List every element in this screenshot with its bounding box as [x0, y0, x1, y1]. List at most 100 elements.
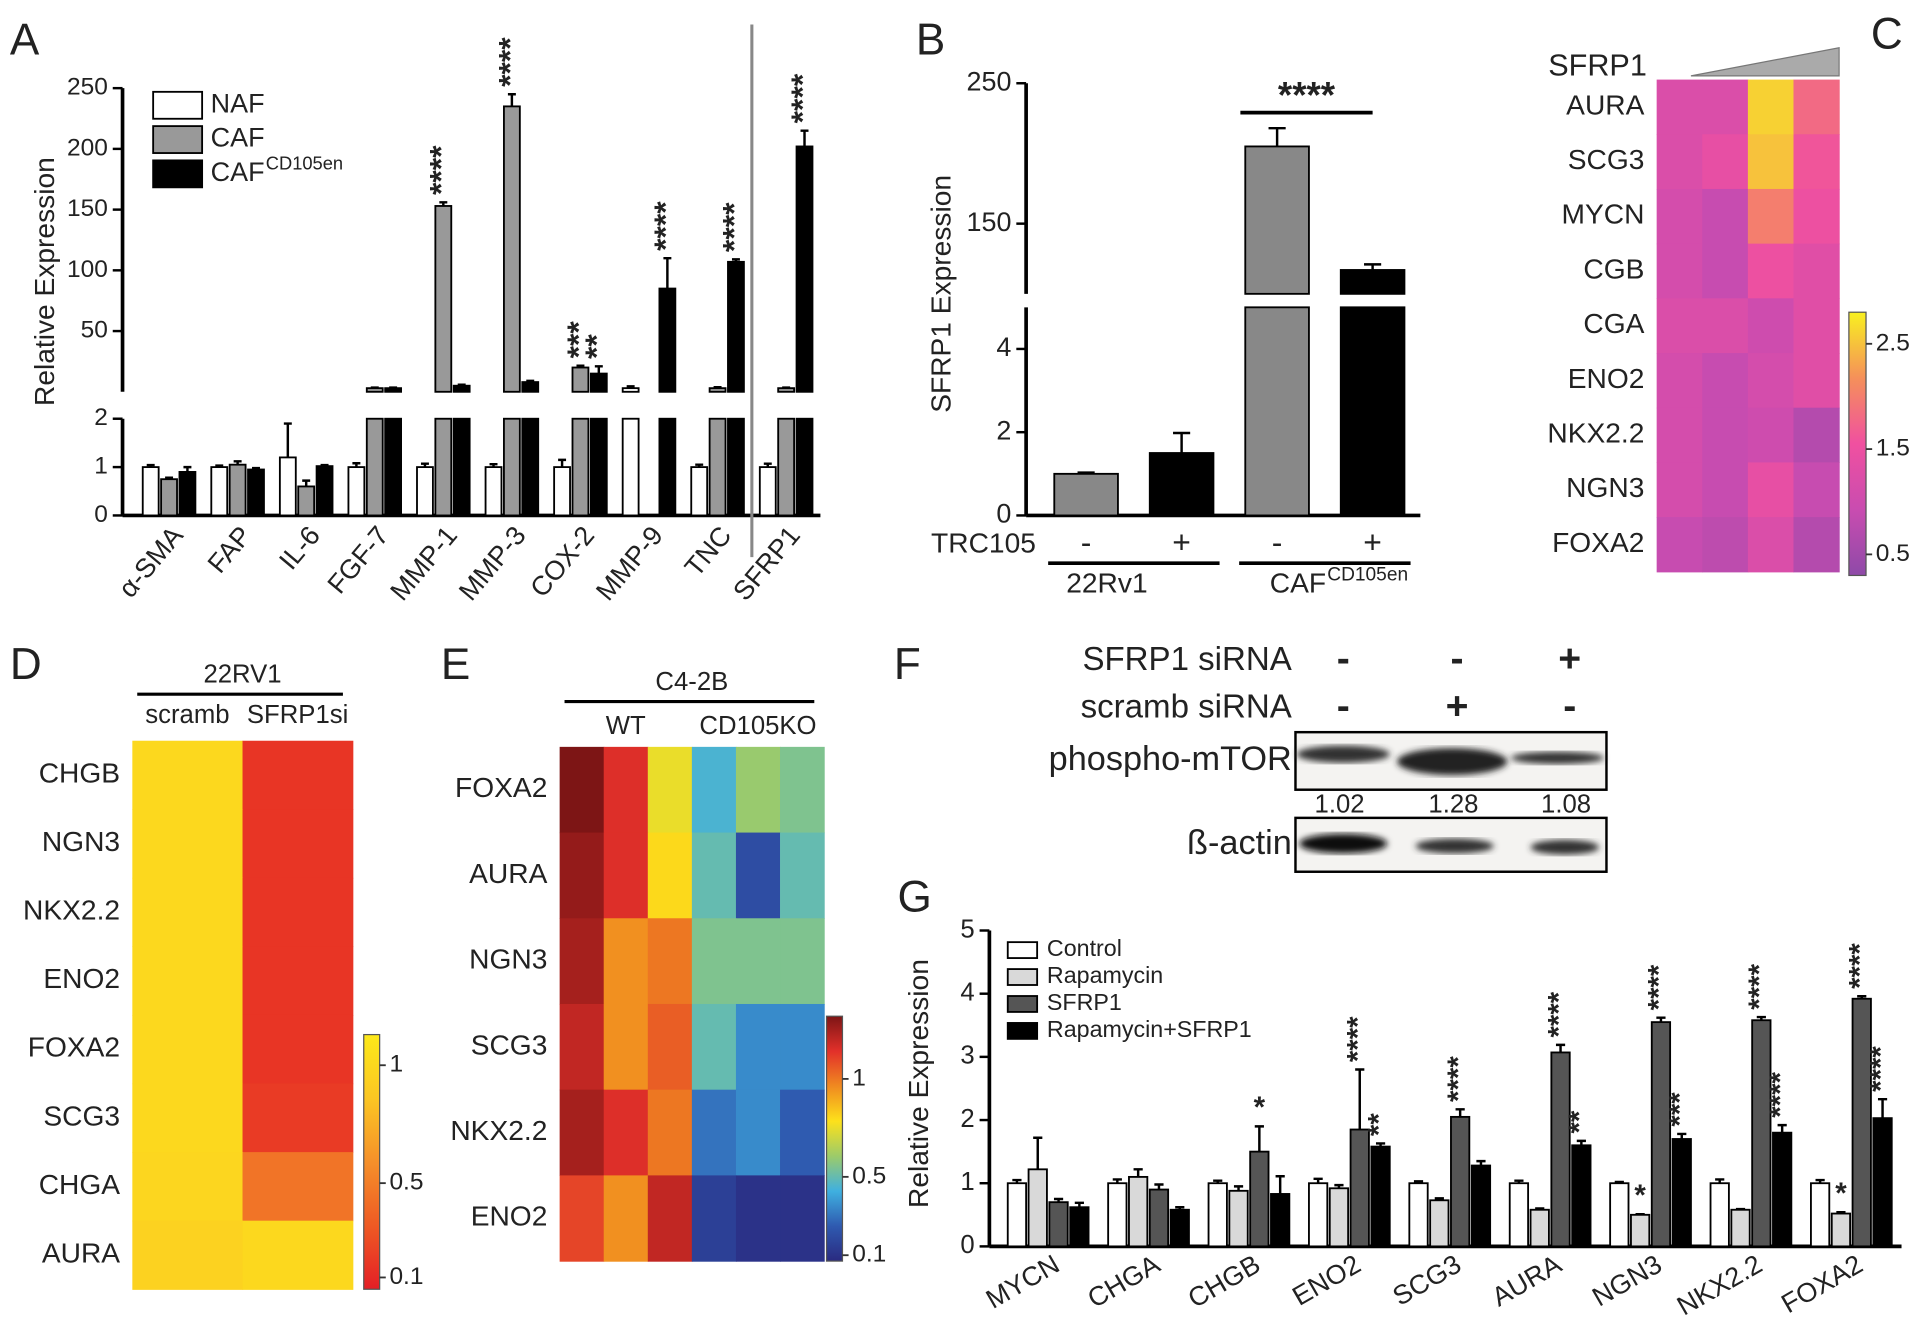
heatmap-cell	[132, 946, 244, 1016]
heatmap-cell	[1656, 517, 1703, 573]
bar-upper	[658, 287, 677, 393]
lane-sign: -	[1563, 685, 1576, 728]
error-bar	[1535, 1207, 1545, 1210]
heatmap-cell	[559, 1003, 605, 1091]
significance: *	[1254, 1091, 1266, 1124]
row-label: FOXA2	[1552, 527, 1644, 558]
significance: ****	[715, 202, 751, 252]
heatmap-cell	[132, 1083, 244, 1153]
heatmap-cell	[1793, 462, 1840, 518]
row-label: MYCN	[1562, 199, 1645, 230]
bar	[621, 417, 640, 517]
heatmap-cell	[1793, 188, 1840, 245]
x-tick-label: IL-6	[273, 521, 326, 576]
heatmap-cell	[647, 746, 693, 834]
significance: ***	[560, 321, 596, 359]
bar-upper	[1339, 269, 1406, 295]
error-bar	[1857, 994, 1867, 999]
heatmap-cell	[242, 1083, 354, 1153]
error-bar	[252, 466, 260, 470]
heatmap-cell	[1747, 517, 1795, 573]
row-label: SCG3	[1568, 144, 1645, 175]
heatmap-cell	[691, 1089, 737, 1176]
panel-letter: C	[1871, 9, 1903, 58]
legend-swatch	[152, 125, 204, 154]
column-label: WT	[606, 712, 646, 740]
bar	[589, 417, 608, 517]
bar	[347, 466, 366, 517]
heatmap-cell	[242, 1014, 354, 1085]
heatmap-cell	[780, 1089, 825, 1176]
colorbar-tick-label: 2.5	[1876, 329, 1910, 356]
error-bar	[800, 129, 809, 147]
heatmap-cell	[691, 1003, 737, 1091]
error-bar	[526, 379, 535, 383]
row-label: FOXA2	[28, 1032, 120, 1063]
x-tick-label: MYCN	[981, 1249, 1065, 1315]
error-bar	[1233, 1185, 1244, 1191]
bar	[521, 417, 540, 517]
bar	[416, 466, 434, 517]
bar	[1470, 1164, 1492, 1248]
significance: ****	[1442, 1056, 1475, 1102]
error-bar	[302, 479, 311, 487]
error-bar	[1735, 1207, 1746, 1211]
lane-sign: +	[1446, 685, 1469, 728]
error-bar	[215, 464, 224, 468]
band-quantity: 1.08	[1541, 790, 1591, 818]
bar	[452, 417, 471, 517]
legend-label: NAF	[211, 88, 265, 118]
bar-upper	[452, 384, 471, 393]
error-bar	[1656, 1016, 1666, 1023]
heatmap-cell	[242, 1152, 354, 1222]
bar	[1228, 1189, 1249, 1248]
bar	[141, 466, 160, 517]
y-tick-label: 200	[67, 134, 108, 161]
bar	[278, 456, 297, 517]
error-bar	[1275, 1175, 1285, 1194]
error-bar	[731, 258, 740, 262]
row-label: NKX2.2	[1547, 417, 1644, 448]
y-tick-label: 3	[960, 1042, 974, 1070]
bar	[1571, 1144, 1592, 1248]
bar	[1249, 1150, 1270, 1248]
lane-sign: +	[1558, 637, 1581, 680]
x-tick-label: TNC	[679, 521, 738, 583]
x-tick-label: +	[1363, 524, 1382, 560]
legend-label-superscript: CD105en	[266, 152, 343, 173]
row-label: CHGB	[39, 757, 120, 788]
heatmap-cell	[1793, 243, 1840, 299]
blot-band	[1296, 745, 1390, 763]
heatmap-cell	[1747, 298, 1795, 354]
legend-label: CAF	[211, 123, 265, 153]
row-label: CGA	[1583, 308, 1644, 339]
bar	[758, 466, 777, 517]
bar	[571, 417, 590, 517]
condition-label: SFRP1 siRNA	[1082, 641, 1291, 678]
bar-upper	[521, 381, 540, 393]
heatmap-cell	[735, 1089, 781, 1176]
heatmap-cell	[1702, 188, 1749, 245]
heatmap-cell	[242, 1220, 354, 1290]
error-bar	[165, 476, 174, 480]
heatmap-cell	[1793, 79, 1840, 135]
bar	[658, 417, 677, 517]
heatmap-cell	[1793, 353, 1840, 409]
heatmap-cell	[735, 1003, 781, 1091]
bar	[1450, 1115, 1471, 1248]
row-label: AURA	[469, 858, 547, 889]
significance: ****	[1643, 964, 1676, 1010]
condition-label: scramb siRNA	[1081, 689, 1292, 726]
bar	[434, 417, 453, 517]
bar	[1730, 1208, 1751, 1248]
row-label: ENO2	[43, 963, 120, 994]
heatmap-cell	[603, 1089, 649, 1176]
colorbar-tick-label: 0.1	[389, 1263, 423, 1290]
error-bar	[146, 463, 155, 468]
error-bar	[713, 385, 722, 389]
bar	[1429, 1199, 1450, 1248]
error-bar	[558, 458, 567, 468]
column-label: CD105KO	[699, 712, 816, 740]
significance: ****	[423, 145, 459, 195]
